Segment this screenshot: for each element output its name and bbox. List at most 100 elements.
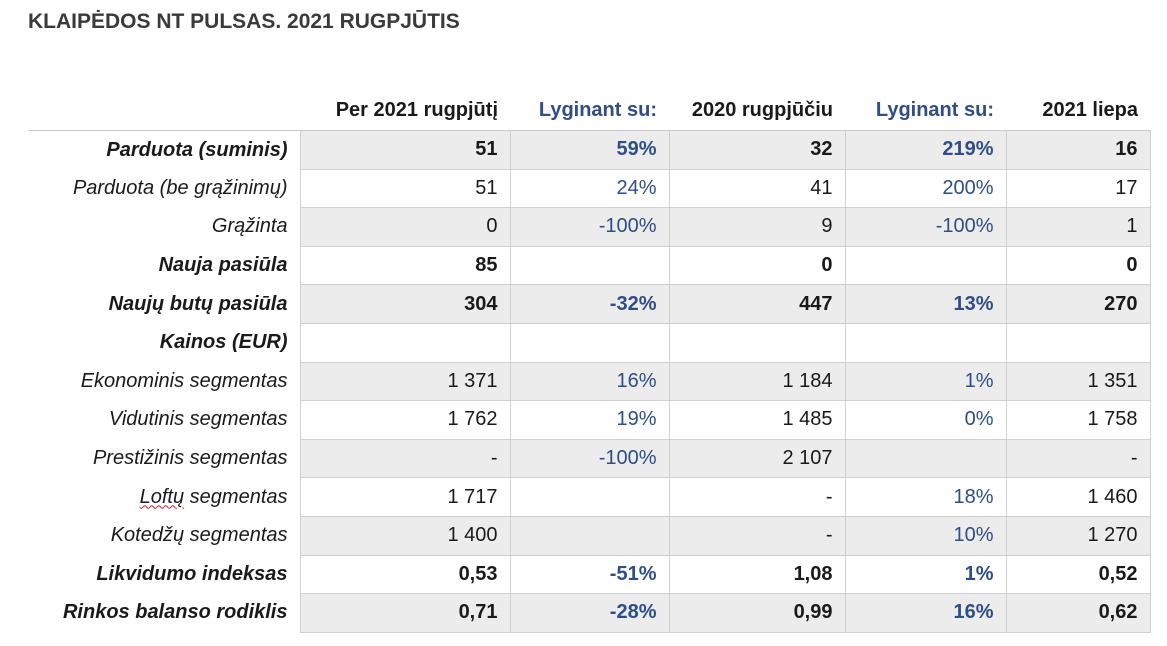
table-cell — [844, 245, 1007, 286]
table-cell: 18% — [844, 477, 1007, 517]
row-label: Prestižinis segmentas — [92, 447, 288, 470]
row-label-misspelled-word: Loftų — [139, 485, 185, 508]
row-label: Kotedžų segmentas — [110, 524, 288, 547]
table-cell — [844, 322, 1007, 363]
table-cell: 16% — [844, 593, 1007, 633]
table-row: Parduota (be grąžinimų) 51 24% 41 200% 1… — [28, 168, 1151, 209]
column-header: Lyginant su: — [510, 90, 669, 131]
row-label-rest: segmentas — [184, 485, 288, 508]
table-row: Kainos (EUR) — [28, 322, 1151, 363]
table-row: Likvidumo indeksas 0,53 -51% 1,08 1% 0,5… — [28, 554, 1151, 595]
table-cell — [668, 322, 846, 363]
page-title: KLAIPĖDOS NT PULSAS. 2021 RUGPJŪTIS — [28, 10, 460, 33]
table-cell: 1 — [1005, 207, 1151, 247]
row-label: Parduota (suminis) — [106, 138, 288, 161]
table-cell: -100% — [509, 438, 670, 479]
table-cell: 0,53 — [299, 554, 511, 595]
table-cell: 2 107 — [668, 438, 846, 479]
table-cell: 1 485 — [668, 400, 846, 440]
table-cell: 304 — [299, 284, 511, 324]
row-label: Kainos (EUR) — [159, 331, 288, 354]
table-cell: - — [299, 438, 511, 479]
table-cell: -32% — [509, 284, 670, 324]
table-cell: 1 270 — [1005, 515, 1151, 556]
table-row: Vidutinis segmentas 1 762 19% 1 485 0% 1… — [28, 400, 1151, 440]
table-cell: 1 717 — [299, 477, 511, 517]
table-cell: 447 — [668, 284, 846, 324]
table-cell: -100% — [844, 207, 1007, 247]
table-row: Parduota (suminis) 51 59% 32 219% 16 — [28, 130, 1151, 170]
table-cell: - — [1005, 438, 1151, 479]
pulse-table: Per 2021 rugpjūtį Lyginant su: 2020 rugp… — [28, 90, 1151, 633]
table-cell: 9 — [668, 207, 846, 247]
row-label: Naujų butų pasiūla — [108, 292, 288, 315]
table-cell — [1005, 322, 1151, 363]
table-cell — [509, 515, 670, 556]
table-cell: 0,99 — [668, 593, 846, 633]
table-cell — [299, 322, 511, 363]
row-label: Likvidumo indeksas — [96, 562, 288, 585]
row-label: Grąžinta — [211, 215, 288, 238]
table-cell: - — [668, 515, 846, 556]
table-cell — [509, 322, 670, 363]
table-cell: 219% — [844, 130, 1007, 170]
table-cell: 200% — [844, 168, 1007, 209]
table-cell: 0% — [844, 400, 1007, 440]
table-cell: 41 — [668, 168, 846, 209]
table-cell: 32 — [668, 130, 846, 170]
table-cell: -51% — [509, 554, 670, 595]
table-row: Grąžinta 0 -100% 9 -100% 1 — [28, 207, 1151, 247]
table-cell: 16 — [1005, 130, 1151, 170]
row-label: Ekonominis segmentas — [80, 369, 288, 392]
table-cell: 51 — [299, 168, 511, 209]
table-cell: - — [668, 477, 846, 517]
table-cell: 1% — [844, 361, 1007, 402]
table-cell: 1 762 — [299, 400, 511, 440]
table-cell: 10% — [844, 515, 1007, 556]
table-cell: 0,71 — [299, 593, 511, 633]
table-row: Prestižinis segmentas - -100% 2 107 - — [28, 438, 1151, 479]
table-cell: 24% — [509, 168, 670, 209]
column-header: Per 2021 rugpjūtį — [300, 90, 510, 131]
table-cell: 1 351 — [1005, 361, 1151, 402]
table-cell: 13% — [844, 284, 1007, 324]
table-cell: -100% — [509, 207, 670, 247]
row-label: Loftų segmentas — [28, 478, 300, 517]
table-cell: 1 400 — [299, 515, 511, 556]
table-cell: 0 — [668, 245, 846, 286]
table-cell: 17 — [1005, 168, 1151, 209]
table-cell: 1 758 — [1005, 400, 1151, 440]
row-label: Vidutinis segmentas — [108, 408, 288, 431]
row-label: Rinkos balanso rodiklis — [62, 601, 288, 624]
table-cell: 270 — [1005, 284, 1151, 324]
table-cell: 19% — [509, 400, 670, 440]
column-header: Lyginant su: — [845, 90, 1006, 131]
table-row: Ekonominis segmentas 1 371 16% 1 184 1% … — [28, 361, 1151, 402]
row-label: Parduota (be grąžinimų) — [72, 176, 288, 199]
column-header: 2020 rugpjūčiu — [669, 90, 845, 131]
table-cell: 1% — [844, 554, 1007, 595]
table-cell: 85 — [299, 245, 511, 286]
table-row: Kotedžų segmentas 1 400 - 10% 1 270 — [28, 515, 1151, 556]
table-cell: 0 — [299, 207, 511, 247]
header-row: Per 2021 rugpjūtį Lyginant su: 2020 rugp… — [28, 90, 1150, 131]
table-cell: 0,52 — [1005, 554, 1151, 595]
table-row: Loftų segmentas 1 717 - 18% 1 460 — [28, 477, 1151, 517]
table-cell: 0 — [1005, 245, 1151, 286]
table-cell: 16% — [509, 361, 670, 402]
table-row: Naujų butų pasiūla 304 -32% 447 13% 270 — [28, 284, 1151, 324]
table-cell: 1 184 — [668, 361, 846, 402]
table-cell — [509, 245, 670, 286]
table-cell: 1 371 — [299, 361, 511, 402]
table-row: Nauja pasiūla 85 0 0 — [28, 245, 1151, 286]
header-blank — [28, 90, 300, 131]
table-cell: 1 460 — [1005, 477, 1151, 517]
row-label: Nauja pasiūla — [158, 254, 288, 277]
table-cell: 0,62 — [1005, 593, 1151, 633]
table-cell: 51 — [299, 130, 511, 170]
table-cell: 59% — [509, 130, 670, 170]
table-cell — [844, 438, 1007, 479]
table-cell — [509, 477, 670, 517]
table-row: Rinkos balanso rodiklis 0,71 -28% 0,99 1… — [28, 593, 1151, 633]
table-cell: 1,08 — [668, 554, 846, 595]
